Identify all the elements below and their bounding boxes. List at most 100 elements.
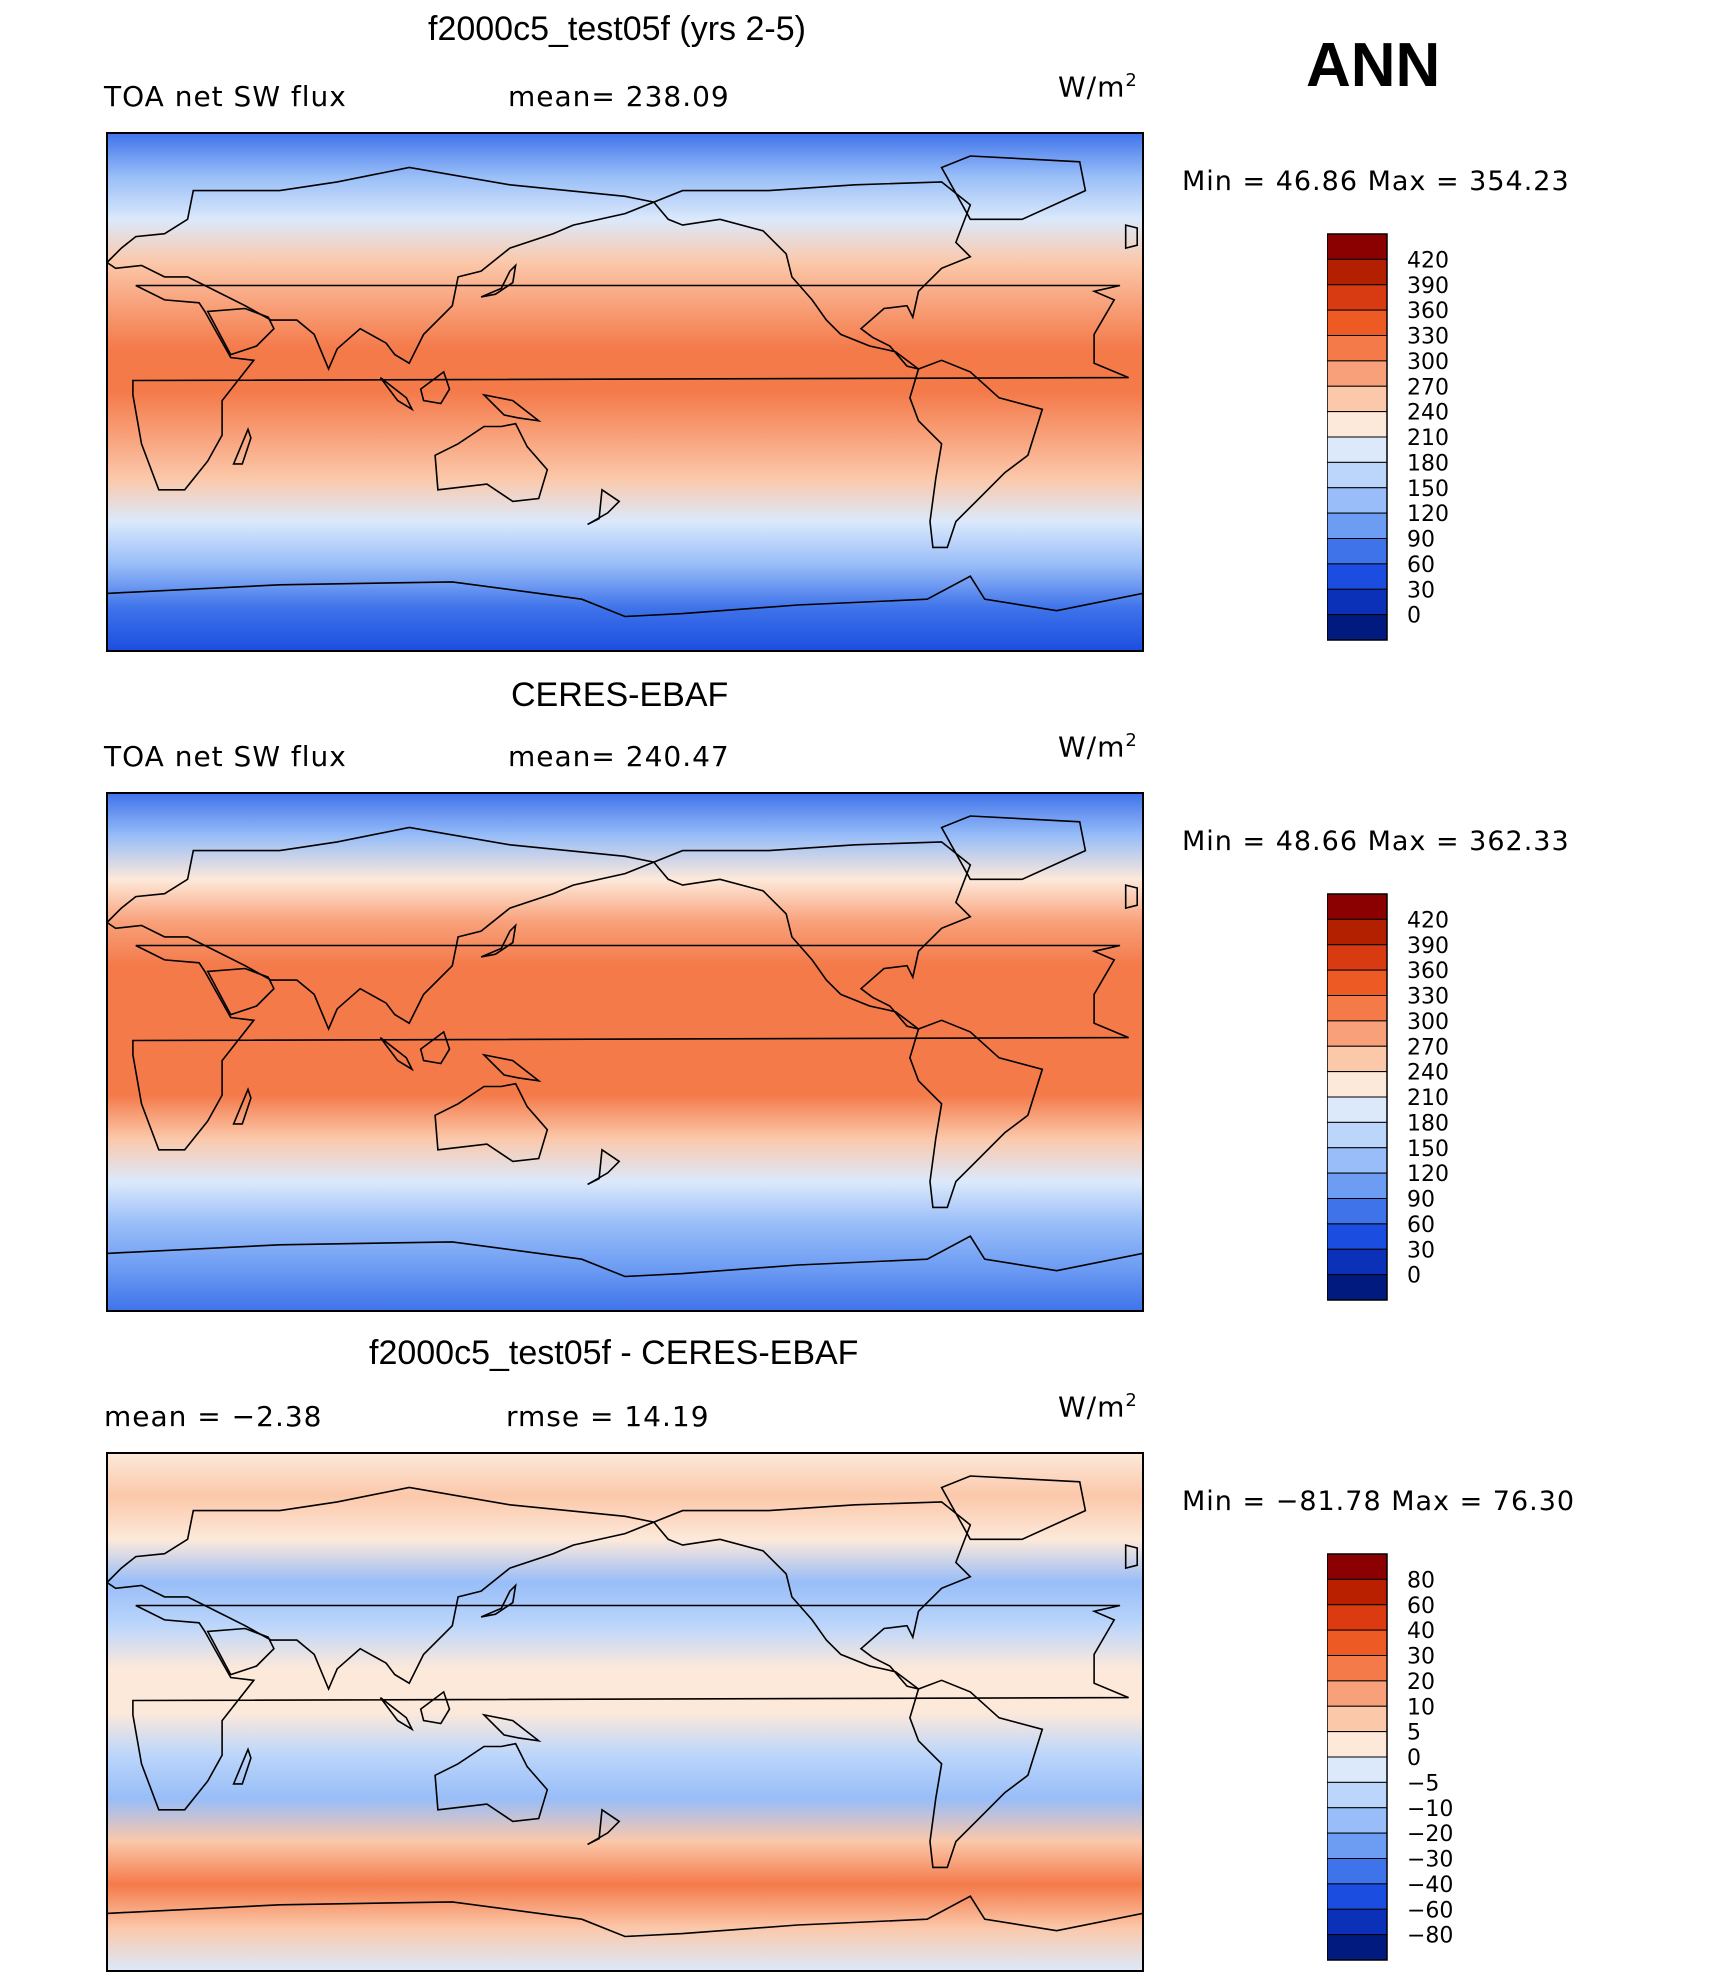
map-frame — [106, 132, 1144, 652]
coastline-borneo — [419, 370, 451, 405]
colorbar-tick-label: −60 — [1407, 1898, 1453, 1923]
colorbar-tick-label: 60 — [1407, 553, 1435, 578]
colorbar-tick-label: 270 — [1407, 1035, 1449, 1060]
colorbar-tick-label: 180 — [1407, 1111, 1449, 1136]
panel-1-minmax: Min = 46.86 Max = 354.23 — [1182, 166, 1570, 197]
colorbar-box — [1327, 385, 1388, 413]
colorbar-tick-label: 40 — [1407, 1619, 1435, 1644]
colorbar-tick-label: 0 — [1407, 1746, 1421, 1771]
colorbar-tick-label: 270 — [1407, 375, 1449, 400]
colorbar-box — [1327, 1071, 1388, 1098]
colorbar-tick-label: 150 — [1407, 1137, 1449, 1162]
panel-2-units-exp: 2 — [1125, 730, 1138, 751]
colorbar-tick-label: 5 — [1407, 1721, 1421, 1746]
coastline-sumatra — [379, 376, 414, 412]
colorbar-tick-label: 390 — [1407, 274, 1449, 299]
colorbar-tick-label: 20 — [1407, 1670, 1435, 1695]
panel-2-units-base: W/m — [1058, 730, 1126, 764]
colorbar-tick-label: −5 — [1407, 1771, 1439, 1796]
coastline-africa — [132, 1604, 1129, 1811]
colorbar-box — [1327, 1096, 1388, 1123]
colorbar-box — [1327, 360, 1388, 387]
colorbar-box — [1327, 893, 1388, 920]
panel-3-units: W/m2 — [1058, 1390, 1138, 1423]
colorbar-tick-label: 180 — [1407, 451, 1449, 476]
coastline-borneo — [419, 1030, 451, 1065]
panel-2-variable: TOA net SW flux — [104, 740, 347, 773]
coastline-new-guinea — [481, 1053, 542, 1083]
panel-3-units-base: W/m — [1058, 1390, 1126, 1424]
panel-3-map — [106, 1452, 1144, 1972]
colorbar-box — [1327, 1147, 1388, 1174]
colorbar-box — [1327, 1883, 1388, 1910]
colorbar-box — [1327, 1121, 1388, 1149]
colorbar-box — [1327, 1934, 1388, 1961]
coastline-north-america — [652, 181, 972, 370]
coastline-africa — [132, 944, 1129, 1151]
colorbar-tick-label: 300 — [1407, 1010, 1449, 1035]
colorbar-tick-label: 30 — [1407, 1238, 1435, 1263]
colorbar-box — [1327, 1858, 1388, 1885]
panel-2-minmax: Min = 48.66 Max = 362.33 — [1182, 826, 1570, 857]
colorbar-tick-label: 330 — [1407, 325, 1449, 350]
colorbar-tick-label: −80 — [1407, 1924, 1453, 1949]
map-frame — [106, 1452, 1144, 1972]
coastline-japan — [480, 923, 517, 958]
colorbar-frame — [1327, 893, 1388, 1301]
season-label: ANN — [1306, 31, 1441, 100]
colorbar-box — [1327, 944, 1388, 971]
colorbar-tick-label: 0 — [1407, 604, 1421, 629]
coastline-north-america — [652, 1501, 972, 1690]
panel-1-units: W/m2 — [1058, 70, 1138, 103]
colorbar-tick-label: 330 — [1407, 985, 1449, 1010]
colorbar-frame — [1327, 233, 1388, 641]
colorbar-box — [1327, 1832, 1388, 1859]
coastline-greenland — [940, 1475, 1087, 1541]
coastline-japan — [480, 263, 517, 298]
colorbar-box — [1327, 258, 1388, 286]
coastline-uk — [1124, 224, 1138, 250]
colorbar-tick-label: 300 — [1407, 350, 1449, 375]
colorbar-box — [1327, 1553, 1388, 1580]
coastline-greenland — [940, 815, 1087, 881]
coastline-sumatra — [379, 1036, 414, 1072]
colorbar-box — [1327, 284, 1388, 311]
colorbar-box — [1327, 1045, 1388, 1073]
colorbar-box — [1327, 411, 1388, 438]
coastline-madagascar — [232, 427, 252, 465]
colorbar-tick-label: 0 — [1407, 1264, 1421, 1289]
coastline-new-zealand — [587, 488, 621, 526]
colorbar-tick-label: 120 — [1407, 502, 1449, 527]
panel-2-mean: mean= 240.47 — [508, 740, 730, 773]
coastline-eurasia — [106, 1486, 657, 1692]
colorbar-tick-label: 60 — [1407, 1213, 1435, 1238]
colorbar-box — [1327, 1578, 1388, 1606]
colorbar-tick-label: 120 — [1407, 1162, 1449, 1187]
colorbar-box — [1327, 1781, 1388, 1809]
panel-3-units-exp: 2 — [1125, 1390, 1138, 1411]
colorbar-box — [1327, 1655, 1388, 1682]
panel-3-minmax: Min = −81.78 Max = 76.30 — [1182, 1486, 1576, 1517]
colorbar-tick-label: 390 — [1407, 934, 1449, 959]
colorbar-box — [1327, 309, 1388, 336]
panel-2-title: CERES-EBAF — [511, 676, 729, 714]
coastline-arabia — [206, 967, 275, 1016]
colorbar-box — [1327, 1172, 1388, 1199]
coastline-eurasia — [106, 826, 657, 1032]
colorbar-tick-label: −10 — [1407, 1797, 1453, 1822]
colorbar-box — [1327, 1705, 1388, 1733]
coastline-australia — [434, 1742, 549, 1823]
coastline-new-guinea — [481, 393, 542, 423]
colorbar-tick-label: 240 — [1407, 401, 1449, 426]
colorbar-box — [1327, 436, 1388, 463]
colorbar-box — [1327, 614, 1388, 641]
colorbar-tick-label: −30 — [1407, 1848, 1453, 1873]
colorbar-box — [1327, 1731, 1388, 1758]
colorbar-tick-label: 150 — [1407, 477, 1449, 502]
colorbar-tick-label: −20 — [1407, 1822, 1453, 1847]
colorbar-box — [1327, 1274, 1388, 1301]
colorbar-tick-label: 10 — [1407, 1695, 1435, 1720]
